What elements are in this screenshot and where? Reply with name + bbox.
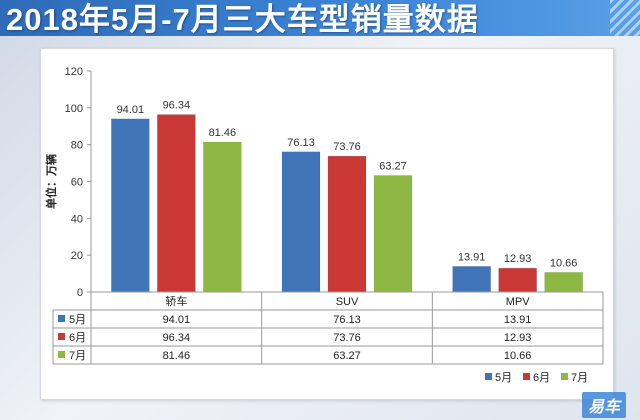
legend-swatch [561,373,568,380]
legend-label: 6月 [533,372,550,384]
bar-6月-SUV [327,155,367,293]
bar-5月-SUV [281,151,321,293]
y-tick-label: 0 [77,287,83,299]
table-legend-key [58,315,65,322]
x-tick-label: MPV [506,296,530,308]
data-label: 96.34 [163,100,191,112]
title-banner: 2018年5月-7月三大车型销量数据 [0,0,640,37]
table-series-label: 5月 [69,314,86,326]
y-tick-label: 80 [71,140,83,152]
data-label: 12.93 [504,253,532,265]
y-tick-label: 40 [71,213,83,225]
y-tick-label: 60 [71,177,83,189]
table-cell: 76.13 [333,314,361,326]
bar-5月-轿车 [111,118,150,293]
x-tick-label: SUV [336,296,359,308]
y-tick-label: 20 [71,250,83,262]
bar-5月-MPV [452,266,491,293]
bar-chart: 0 20 40 60 80 100 120 单位：万辆 94.01 96.34 81.46 76.13… [44,66,604,384]
data-label: 10.66 [550,257,578,269]
data-label: 81.46 [209,127,237,139]
table-cell: 10.66 [504,350,532,362]
legend-swatch [485,373,492,380]
table-legend-key [58,333,65,340]
table-cell: 81.46 [163,350,191,362]
data-label: 73.76 [333,141,361,153]
bar-7月-轿车 [203,141,242,293]
table-series-label: 6月 [69,332,86,344]
data-label: 94.01 [117,104,145,116]
legend-swatch [523,373,530,380]
bar-7月-SUV [373,175,413,293]
table-cell: 73.76 [333,332,361,344]
table-cell: 96.34 [163,332,191,344]
watermark-logo: 易车 [581,392,626,418]
data-label: 76.13 [287,137,315,149]
table-series-label: 7月 [69,350,86,362]
table-cell: 12.93 [504,332,532,344]
table-cell: 94.01 [163,314,191,326]
x-tick-label: 轿车 [165,294,187,308]
y-axis-label: 单位：万辆 [44,154,58,209]
table-cell: 63.27 [333,350,361,362]
legend-label: 5月 [495,372,512,384]
chart-panel: 0 20 40 60 80 100 120 单位：万辆 94.01 96.34 81.46 76.13… [40,48,614,400]
data-label: 13.91 [458,251,486,263]
bar-6月-轿车 [157,114,196,293]
y-tick-label: 100 [65,103,83,115]
data-label: 63.27 [379,160,407,172]
page-title: 2018年5月-7月三大车型销量数据 [6,2,479,37]
y-tick-label: 120 [65,66,83,78]
bar-6月-MPV [498,267,537,293]
legend-label: 7月 [571,372,588,384]
bar-7月-MPV [544,272,583,293]
banner-stripes [610,0,640,36]
table-legend-key [58,351,65,358]
table-cell: 13.91 [504,314,532,326]
